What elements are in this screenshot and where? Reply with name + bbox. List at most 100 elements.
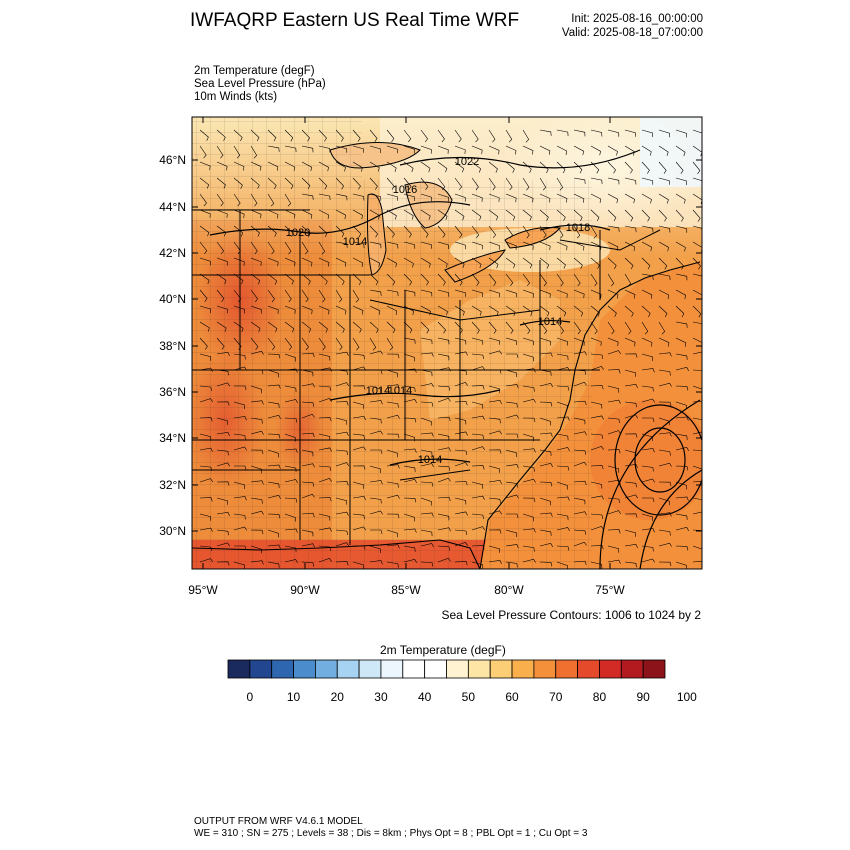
wind-barb bbox=[437, 353, 450, 361]
wind-barb bbox=[607, 289, 619, 299]
wind-barb bbox=[522, 465, 535, 472]
wind-barb bbox=[216, 481, 230, 486]
wind-barb bbox=[284, 145, 297, 153]
wind-barb bbox=[658, 369, 671, 376]
wind-barb bbox=[624, 561, 637, 568]
wind-barb bbox=[454, 401, 468, 406]
wind-barb bbox=[522, 417, 536, 423]
wind-barb bbox=[573, 321, 581, 335]
colorbar-tick-label: 10 bbox=[287, 690, 301, 704]
wind-barb bbox=[301, 321, 312, 333]
contour-label: 1014 bbox=[388, 385, 412, 397]
wind-barb bbox=[437, 161, 448, 173]
wind-barb bbox=[233, 145, 241, 159]
wind-barb bbox=[505, 177, 513, 191]
wind-barb bbox=[607, 161, 616, 174]
wind-barb bbox=[386, 481, 399, 488]
wind-barb bbox=[658, 321, 666, 335]
wind-barb bbox=[692, 385, 702, 390]
wind-barb bbox=[641, 241, 653, 252]
wind-barb bbox=[199, 545, 212, 552]
wind-barb bbox=[675, 481, 687, 490]
wind-barb bbox=[471, 353, 484, 360]
wind-barb bbox=[369, 273, 379, 286]
wind-barb bbox=[590, 545, 604, 550]
wind-barb bbox=[267, 305, 279, 314]
wind-barb bbox=[624, 369, 636, 377]
wind-barb bbox=[454, 497, 467, 505]
wind-barb bbox=[641, 193, 652, 204]
wind-barb bbox=[556, 129, 569, 137]
wind-barb bbox=[284, 193, 292, 207]
wind-barb bbox=[522, 321, 531, 334]
wind-barb bbox=[369, 129, 378, 142]
wind-barb bbox=[216, 337, 225, 350]
wind-barb bbox=[352, 545, 366, 550]
wind-barb bbox=[624, 209, 634, 222]
wind-barb bbox=[420, 161, 431, 173]
wind-barb bbox=[675, 513, 688, 520]
wind-barb bbox=[590, 385, 604, 390]
wind-barb bbox=[692, 465, 702, 470]
wind-barb bbox=[386, 305, 398, 315]
wind-barb bbox=[318, 241, 326, 255]
colorbar-tick-label: 30 bbox=[374, 690, 388, 704]
wind-barb bbox=[675, 129, 687, 138]
wind-barb bbox=[505, 369, 517, 377]
contour-label: 1020 bbox=[286, 227, 310, 239]
wind-barb bbox=[403, 305, 415, 316]
contour-label: 1014 bbox=[343, 236, 367, 248]
wind-barb bbox=[573, 351, 587, 356]
wind-barb bbox=[539, 129, 552, 136]
wind-barb bbox=[335, 129, 344, 142]
wind-barb bbox=[216, 449, 229, 456]
wind-barb bbox=[403, 225, 412, 238]
wind-barb bbox=[641, 465, 654, 472]
wind-barb bbox=[437, 433, 450, 441]
wind-barb bbox=[301, 352, 315, 358]
wind-barb bbox=[692, 177, 702, 182]
wind-barb bbox=[301, 543, 315, 548]
wind-barb bbox=[488, 161, 498, 173]
wind-barb bbox=[284, 353, 296, 362]
wind-barb bbox=[420, 417, 432, 426]
wind-barb bbox=[267, 225, 277, 237]
wind-barb bbox=[335, 481, 349, 486]
wind-barb bbox=[658, 542, 672, 547]
wind-barb bbox=[505, 337, 517, 345]
wind-barb bbox=[641, 177, 654, 185]
wind-barb bbox=[590, 273, 598, 287]
wind-barb bbox=[658, 561, 672, 567]
wind-barb bbox=[403, 337, 416, 344]
wind-barb bbox=[250, 177, 260, 189]
wind-barb bbox=[199, 193, 207, 207]
slp-contour-note: Sea Level Pressure Contours: 1006 to 102… bbox=[441, 608, 702, 622]
wind-barb bbox=[471, 526, 485, 531]
wind-barb bbox=[675, 337, 687, 347]
colorbar-tick-label: 100 bbox=[677, 690, 697, 704]
wind-barb bbox=[420, 273, 429, 286]
wind-barb bbox=[267, 449, 279, 458]
wind-barb bbox=[267, 494, 281, 499]
wind-barb bbox=[301, 369, 314, 377]
wind-barb bbox=[437, 513, 450, 521]
contour-label: 1022 bbox=[455, 156, 479, 168]
wind-barb bbox=[216, 529, 229, 536]
wind-barb bbox=[675, 366, 689, 371]
wind-barb bbox=[607, 465, 620, 473]
wind-barb bbox=[370, 449, 383, 454]
wind-barb bbox=[318, 367, 332, 372]
wind-barb bbox=[250, 560, 264, 565]
wind-barb bbox=[352, 433, 365, 440]
wind-barb bbox=[199, 465, 212, 472]
wind-barb bbox=[301, 512, 315, 518]
wind-barb bbox=[471, 305, 482, 316]
wind-barb bbox=[607, 273, 615, 287]
wind-barb bbox=[471, 177, 479, 191]
wind-barb bbox=[335, 497, 348, 505]
wind-barb bbox=[573, 497, 586, 505]
wind-barb bbox=[488, 305, 499, 316]
wind-barb bbox=[607, 497, 620, 504]
wind-barb bbox=[437, 367, 451, 372]
wind-barb bbox=[471, 366, 485, 371]
